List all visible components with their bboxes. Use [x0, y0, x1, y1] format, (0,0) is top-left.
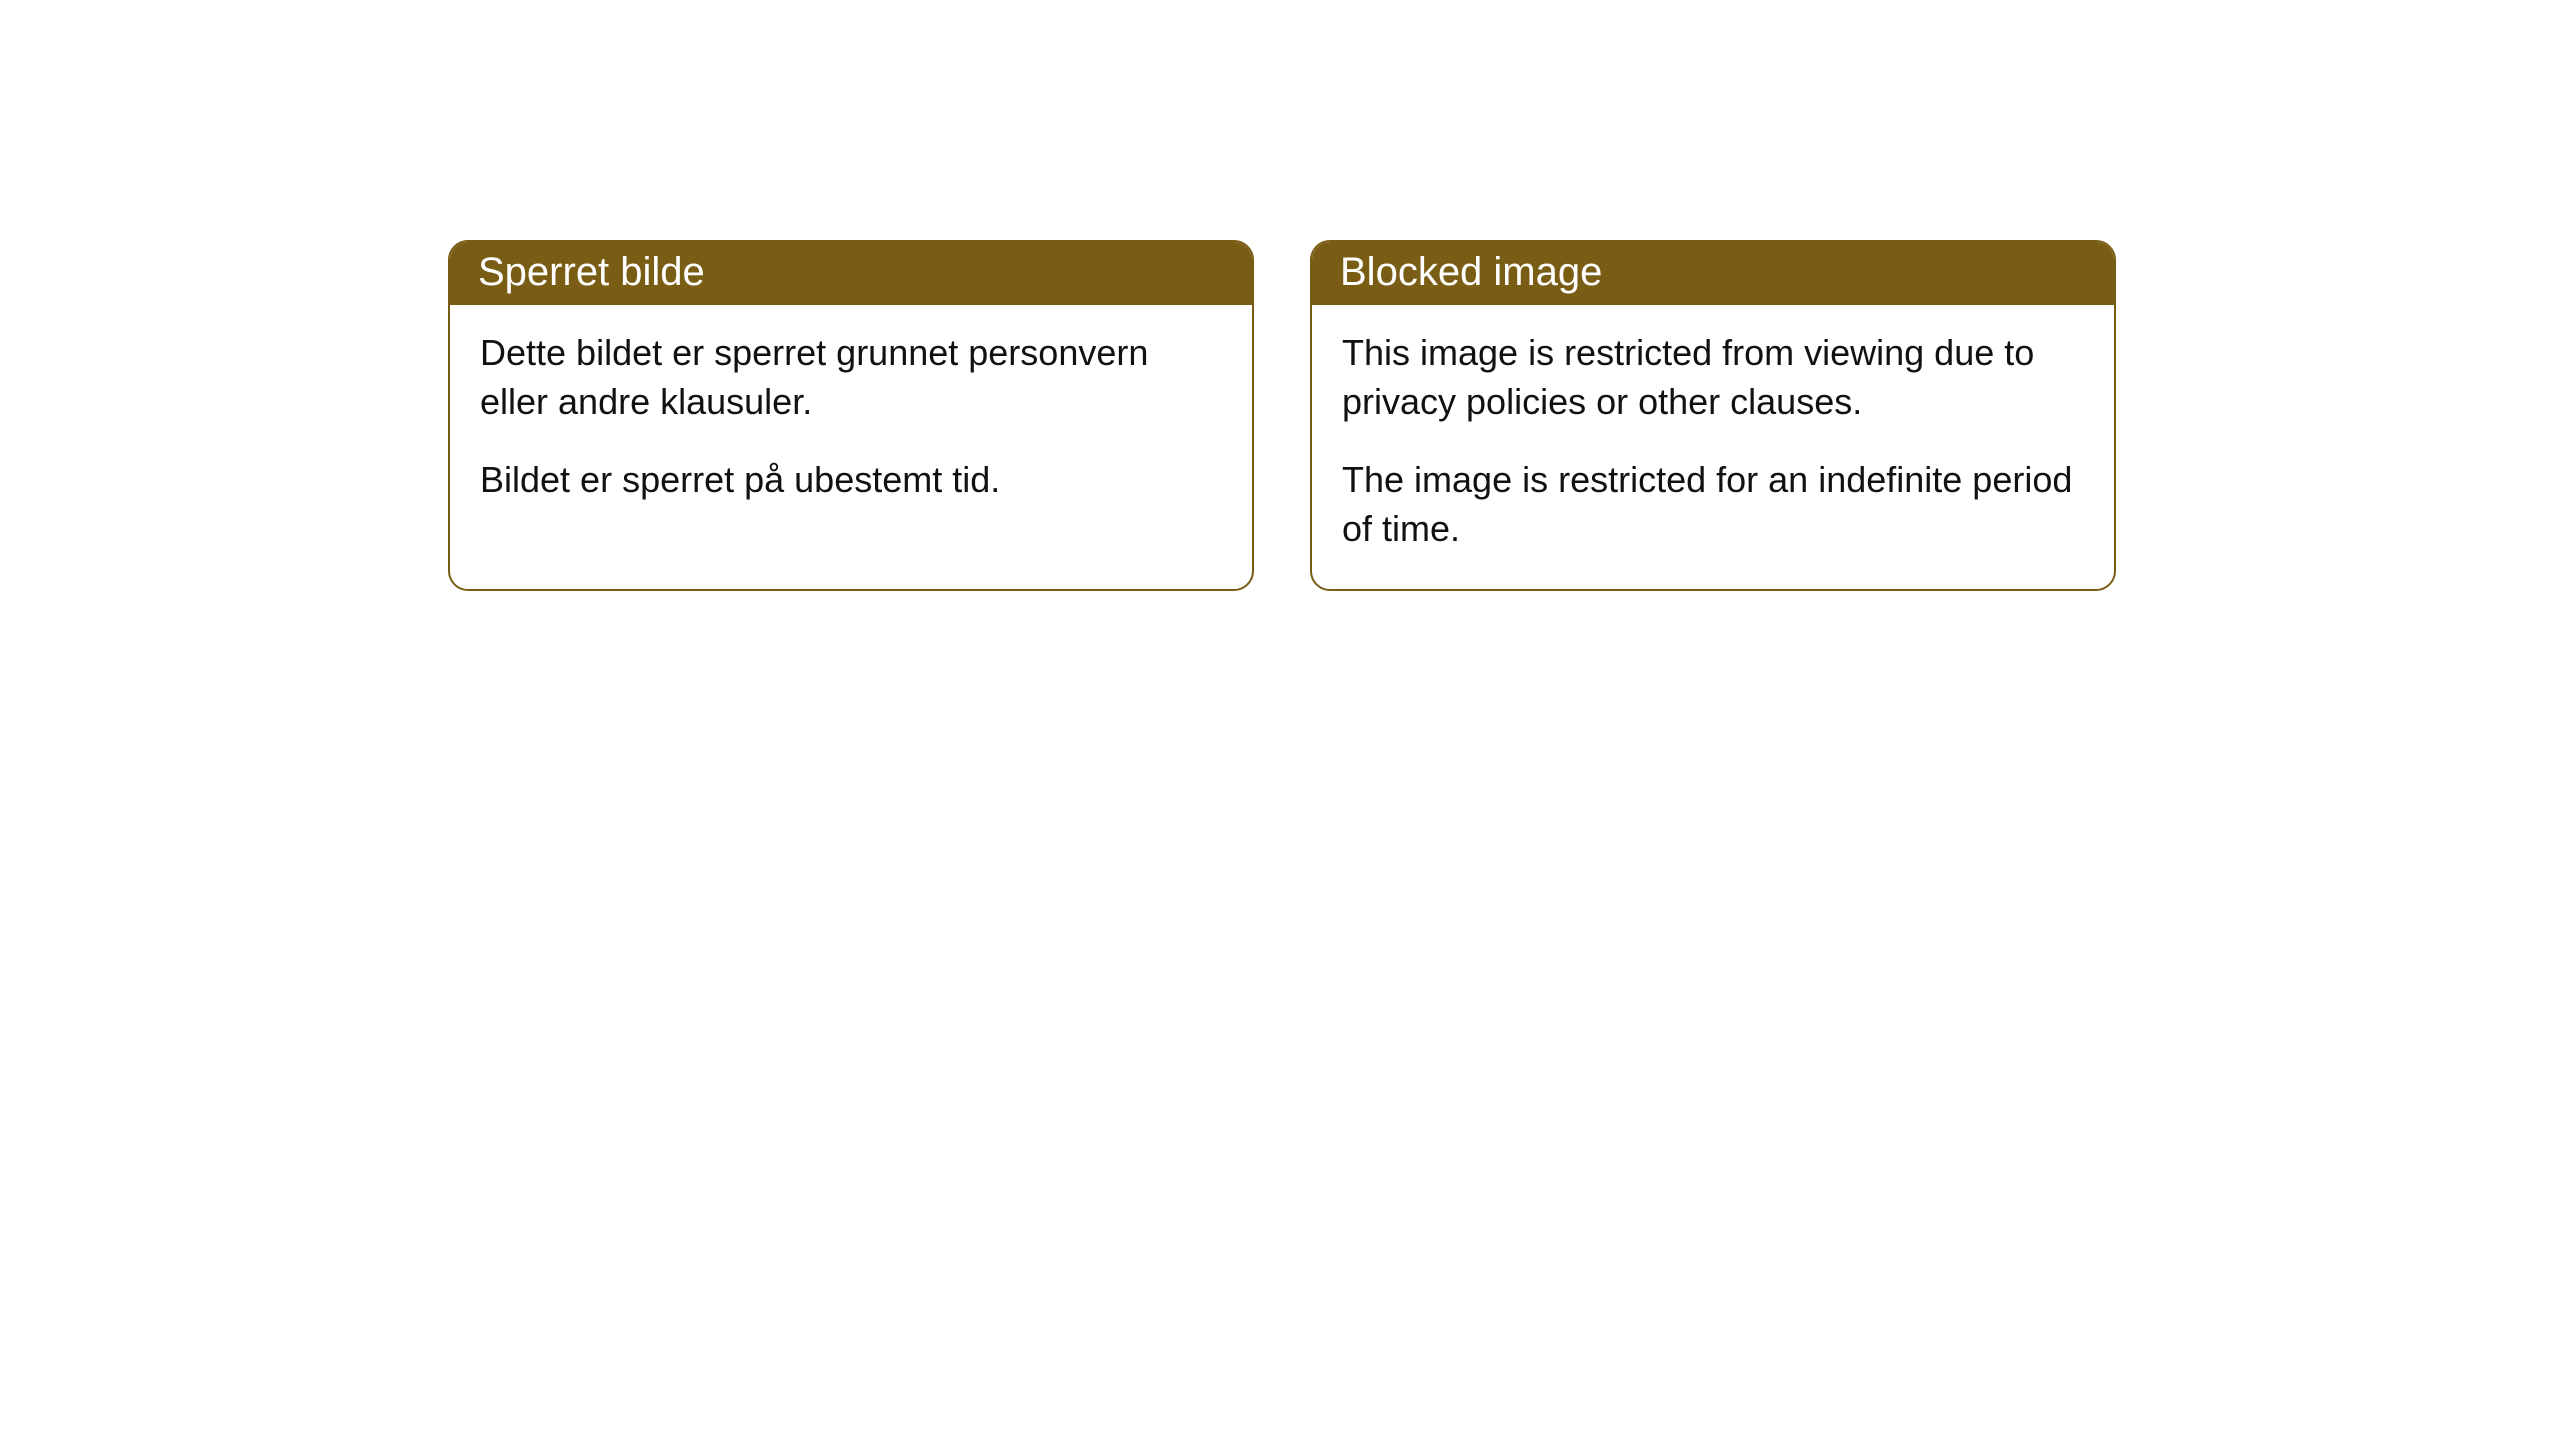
notice-paragraph: The image is restricted for an indefinit… [1342, 456, 2086, 553]
card-header: Sperret bilde [450, 242, 1252, 305]
card-header: Blocked image [1312, 242, 2114, 305]
notice-paragraph: Bildet er sperret på ubestemt tid. [480, 456, 1224, 505]
notice-paragraph: This image is restricted from viewing du… [1342, 329, 2086, 426]
card-body: This image is restricted from viewing du… [1312, 305, 2114, 589]
notice-card-english: Blocked image This image is restricted f… [1310, 240, 2116, 591]
notice-container: Sperret bilde Dette bildet er sperret gr… [448, 240, 2116, 591]
notice-card-norwegian: Sperret bilde Dette bildet er sperret gr… [448, 240, 1254, 591]
card-body: Dette bildet er sperret grunnet personve… [450, 305, 1252, 541]
notice-paragraph: Dette bildet er sperret grunnet personve… [480, 329, 1224, 426]
